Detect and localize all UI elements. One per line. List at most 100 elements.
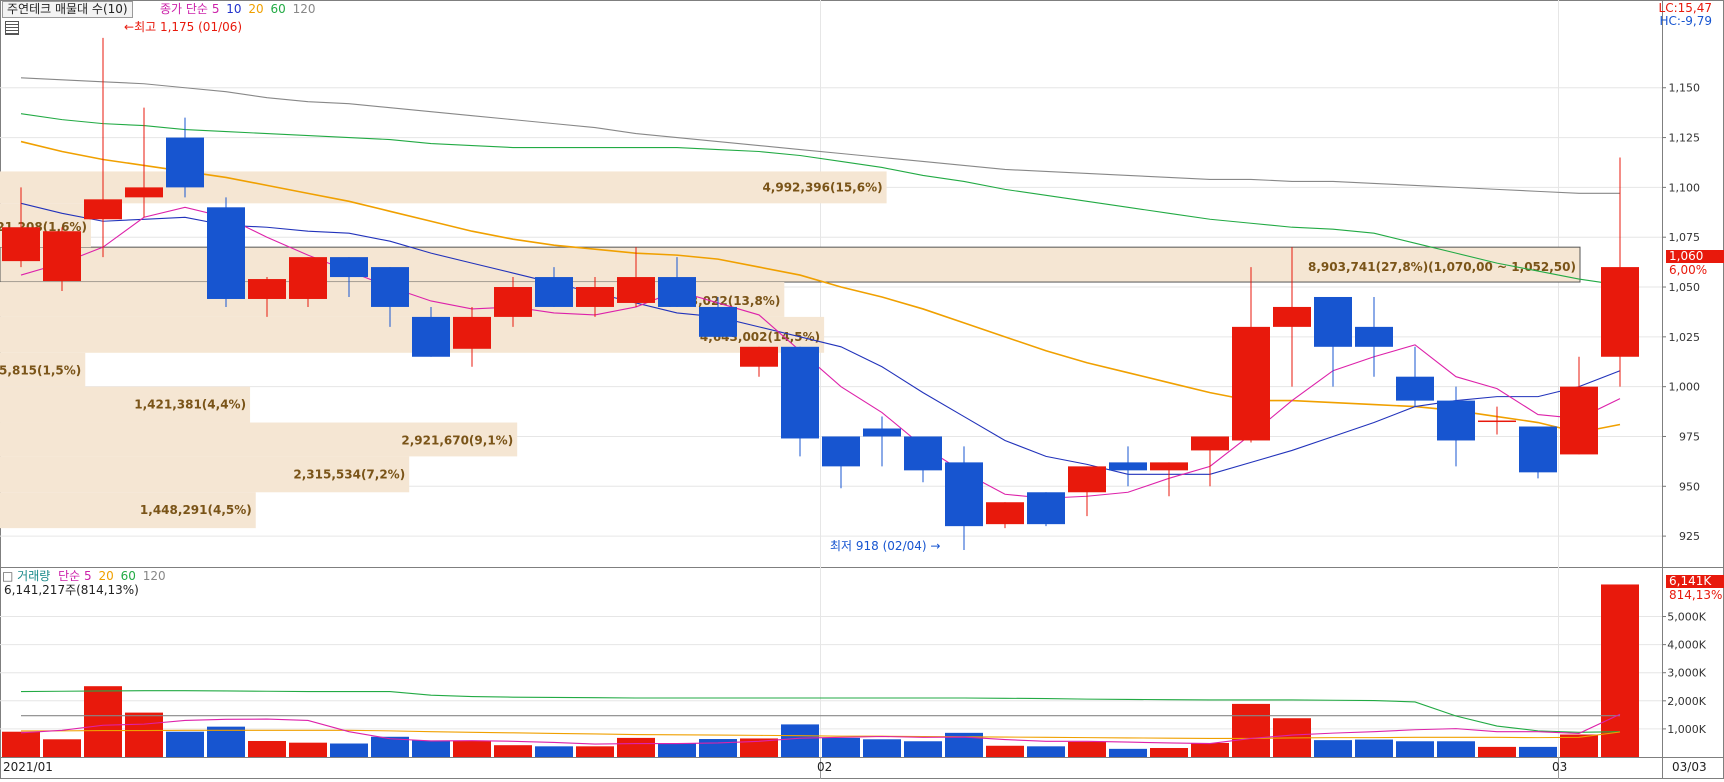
- candle-body: [1396, 376, 1434, 401]
- volume-profile-bar: [0, 246, 1581, 283]
- candle-body: [1150, 462, 1188, 471]
- volume-profile-label: 2,921,670(9,1%): [401, 433, 513, 447]
- vol-ma-period-20: 20: [98, 569, 114, 583]
- low-annotation-text: 최저 918 (02/04): [830, 539, 927, 553]
- ma-period-120: 120: [292, 2, 316, 16]
- volume-bar: [1027, 746, 1065, 757]
- high-annotation-text: 최고 1,175 (01/06): [134, 20, 243, 34]
- candle-body: [781, 346, 819, 439]
- volume-ma5-line: [20, 713, 1621, 745]
- volume-tick-label: 2,000K: [1667, 695, 1706, 708]
- volume-bar: [2, 731, 40, 757]
- candle-body: [822, 436, 860, 467]
- candle-body: [1068, 466, 1106, 493]
- volume-bar: [371, 736, 409, 757]
- volume-bar: [617, 737, 655, 757]
- candle-body: [658, 277, 696, 307]
- price-indicator-legend[interactable]: 종가 단순 5 10 20 60 120: [160, 1, 316, 17]
- volume-bar: [1109, 748, 1147, 757]
- price-tick-label: 1,100: [1669, 181, 1701, 194]
- candle-body: [1437, 400, 1475, 441]
- date-label-feb: 02: [817, 760, 833, 774]
- current-volume-change: 814,13%: [1669, 588, 1723, 602]
- ma-period-60: 60: [270, 2, 286, 16]
- candle-body: [576, 287, 614, 307]
- volume-bar: [453, 740, 491, 757]
- volume-tick-label: 3,000K: [1667, 667, 1706, 680]
- candle-body: [1355, 326, 1393, 347]
- left-arrow-icon: ←: [124, 20, 135, 34]
- price-tick-label: 975: [1679, 430, 1700, 443]
- volume-profile-bar: [0, 456, 410, 493]
- price-tick-label: 1,025: [1669, 331, 1701, 344]
- current-price-change: 6,00%: [1669, 263, 1708, 277]
- candle-body: [43, 231, 81, 282]
- candle-body: [1478, 420, 1516, 423]
- candle-body: [1027, 492, 1065, 525]
- volume-bar: [822, 737, 860, 757]
- volume-profile-label: 495,815(1,5%): [0, 364, 81, 378]
- volume-bar: [494, 745, 532, 757]
- volume-bar: [740, 738, 778, 757]
- volume-tick-label: 5,000K: [1667, 611, 1706, 624]
- volume-bar: [1560, 734, 1598, 757]
- volume-profile-bar: [0, 386, 251, 423]
- volume-profile-label: 1,421,381(4,4%): [134, 398, 246, 412]
- volume-bar: [1355, 739, 1393, 757]
- volume-indicator-legend[interactable]: □ 거래량 단순 5 20 60 120: [2, 568, 166, 584]
- grid-settings-icon[interactable]: [5, 21, 19, 35]
- volume-bar: [1191, 742, 1229, 757]
- ma-period-5: 5: [211, 2, 220, 16]
- volume-bar: [1519, 746, 1557, 757]
- candle-body: [84, 199, 122, 220]
- price-tick-label: 1,075: [1669, 231, 1701, 244]
- candle-body: [1191, 436, 1229, 451]
- candle-body: [166, 137, 204, 188]
- candle-body: [1560, 386, 1598, 455]
- price-tick-label: 1,150: [1669, 82, 1701, 95]
- volume-bar: [986, 745, 1024, 757]
- volume-legend-icon: □: [2, 569, 14, 583]
- candle-body: [330, 257, 368, 278]
- volume-bar: [1478, 746, 1516, 757]
- price-tick-label: 1,000: [1669, 381, 1701, 394]
- vol-ma-period-60: 60: [120, 569, 136, 583]
- ma60-line: [20, 113, 1621, 286]
- volume-title: 거래량: [17, 569, 51, 583]
- volume-ma20-line: [21, 729, 1621, 740]
- volume-profile-label: 4,992,396(15,6%): [762, 180, 882, 194]
- price-tick-label: 925: [1679, 530, 1700, 543]
- low-annotation: 최저 918 (02/04) →: [830, 537, 940, 554]
- vol-ma-period-5: 5: [84, 569, 92, 583]
- volume-bar: [535, 746, 573, 757]
- candle-body: [863, 428, 901, 437]
- volume-bar: [166, 731, 204, 757]
- volume-bar: [904, 741, 942, 757]
- price-tick-label: 1,125: [1669, 132, 1701, 145]
- high-annotation: ←최고 1,175 (01/06): [124, 18, 242, 35]
- candle-body: [1519, 426, 1557, 473]
- volume-bar: [248, 740, 286, 757]
- candle-body: [904, 436, 942, 471]
- volume-bar: [699, 739, 737, 757]
- volume-profile-bar: [0, 492, 256, 529]
- candle-body: [740, 346, 778, 367]
- volume-profile-label: 1,448,291(4,5%): [140, 503, 252, 517]
- candle-body: [289, 257, 327, 299]
- volume-profile-bar: [0, 352, 86, 387]
- volume-current-value: 6,141,217주(814,13%): [4, 583, 139, 597]
- volume-bar: [207, 726, 245, 757]
- candle-body: [248, 279, 286, 299]
- ma-period-10: 10: [226, 2, 242, 16]
- candle-body: [207, 207, 245, 299]
- volume-bar: [1601, 584, 1639, 757]
- volume-bar: [781, 724, 819, 757]
- ma10-line: [20, 202, 1621, 475]
- instrument-selector-button[interactable]: 주연테크 매물대 수(10): [2, 1, 133, 18]
- price-tick-label: 950: [1679, 480, 1700, 493]
- price-tick-label: 1,050: [1669, 281, 1701, 294]
- hc-label: HC:-9,79: [1659, 14, 1713, 28]
- volume-bar: [1314, 740, 1352, 757]
